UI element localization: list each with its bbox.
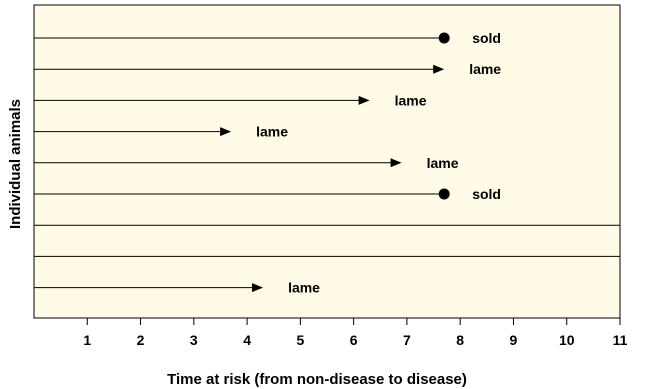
y-axis-label: Individual animals xyxy=(7,99,24,229)
x-tick-label: 2 xyxy=(137,332,145,348)
animal-row: sold xyxy=(34,30,501,46)
sold-dot xyxy=(438,188,450,200)
animal-row: sold xyxy=(34,186,501,202)
arrow-head xyxy=(390,158,402,168)
x-tick-label: 3 xyxy=(190,332,198,348)
event-label: lame xyxy=(288,280,320,296)
arrow-head xyxy=(220,127,232,137)
event-label: lame xyxy=(395,92,427,108)
x-tick-label: 9 xyxy=(510,332,518,348)
sold-dot xyxy=(438,32,450,44)
arrow-head xyxy=(358,95,370,105)
animal-lines: sold lame lame lame lame sold lame xyxy=(34,30,620,296)
arrow-head xyxy=(252,283,264,293)
animal-row: lame xyxy=(34,92,427,108)
event-label: lame xyxy=(469,61,501,77)
x-tick-label: 1 xyxy=(83,332,91,348)
x-tick-label: 8 xyxy=(456,332,464,348)
event-label: lame xyxy=(427,155,459,171)
x-tick-label: 10 xyxy=(559,332,575,348)
animal-row: lame xyxy=(34,61,501,77)
x-tick-label: 6 xyxy=(350,332,358,348)
event-label: sold xyxy=(472,186,501,202)
animal-row: lame xyxy=(34,155,459,171)
event-label: sold xyxy=(472,30,501,46)
x-tick-label: 7 xyxy=(403,332,411,348)
plot-area xyxy=(33,4,621,319)
x-axis-label: Time at risk (from non-disease to diseas… xyxy=(167,371,467,388)
arrow-head xyxy=(433,64,445,74)
animal-row: lame xyxy=(34,124,288,140)
x-tick-label: 11 xyxy=(613,332,628,348)
x-tick-label: 5 xyxy=(296,332,304,348)
x-tick-label: 4 xyxy=(243,332,251,348)
event-label: lame xyxy=(256,124,288,140)
animal-row: lame xyxy=(34,280,320,296)
x-axis: 1 2 3 4 5 6 7 8 9 10 11 xyxy=(83,318,628,348)
